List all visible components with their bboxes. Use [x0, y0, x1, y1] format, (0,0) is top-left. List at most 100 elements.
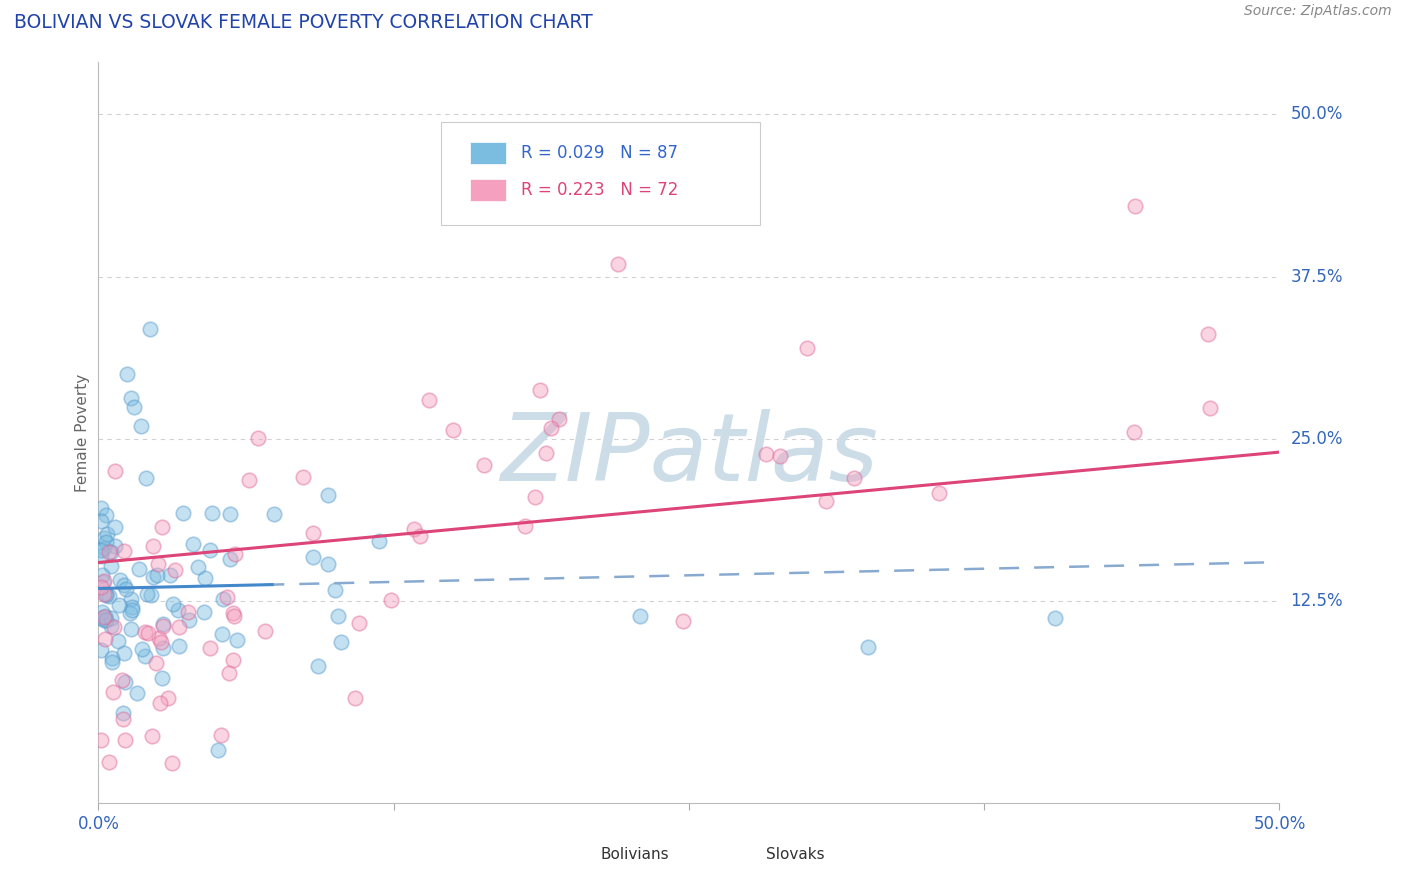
Point	[145, 656, 167, 670]
Point	[607, 257, 630, 271]
Point	[129, 419, 152, 434]
Point	[472, 458, 495, 472]
Point	[814, 494, 837, 508]
Point	[142, 539, 165, 553]
Text: R = 0.223   N = 72: R = 0.223 N = 72	[522, 181, 679, 199]
Point	[301, 525, 323, 540]
Point	[193, 605, 215, 619]
Point	[402, 523, 425, 537]
Point	[141, 729, 163, 743]
Point	[107, 634, 129, 648]
Point	[1123, 199, 1146, 213]
Point	[725, 198, 748, 212]
Point	[529, 384, 551, 398]
Point	[301, 549, 323, 564]
Point	[125, 686, 148, 700]
Point	[90, 732, 112, 747]
Point	[120, 622, 142, 636]
Point	[316, 488, 339, 502]
Point	[198, 542, 221, 557]
Point	[90, 568, 112, 582]
Point	[108, 573, 131, 587]
Point	[112, 646, 135, 660]
Point	[769, 449, 792, 463]
Point	[91, 605, 114, 619]
Point	[292, 470, 315, 484]
Point	[100, 619, 122, 633]
Point	[156, 690, 179, 705]
Point	[307, 659, 329, 673]
Point	[100, 650, 122, 665]
Point	[94, 535, 117, 549]
Point	[1199, 401, 1222, 415]
Point	[136, 626, 159, 640]
Point	[755, 447, 778, 461]
Point	[128, 561, 150, 575]
Point	[115, 367, 138, 381]
Point	[160, 756, 183, 770]
Point	[122, 400, 145, 414]
Point	[90, 549, 112, 563]
Point	[94, 589, 117, 603]
Point	[96, 508, 118, 522]
FancyBboxPatch shape	[713, 844, 754, 870]
Point	[112, 544, 135, 558]
Point	[536, 198, 558, 212]
Point	[380, 592, 402, 607]
Point	[134, 648, 156, 663]
Point	[162, 598, 184, 612]
Point	[796, 341, 818, 355]
Point	[217, 590, 239, 604]
Point	[90, 643, 112, 657]
Point	[101, 655, 124, 669]
Point	[152, 641, 174, 656]
Point	[1197, 326, 1219, 341]
FancyBboxPatch shape	[471, 178, 506, 201]
Point	[169, 620, 191, 634]
Point	[207, 743, 229, 757]
Point	[344, 691, 367, 706]
Point	[131, 641, 153, 656]
Point	[254, 624, 277, 638]
Point	[100, 544, 122, 558]
Point	[111, 712, 134, 726]
Point	[141, 588, 163, 602]
Point	[172, 506, 194, 520]
Point	[177, 605, 200, 619]
Point	[247, 431, 270, 445]
Point	[159, 568, 181, 582]
Point	[198, 640, 221, 655]
Point	[90, 611, 112, 625]
Point	[121, 600, 143, 615]
Y-axis label: Female Poverty: Female Poverty	[75, 374, 90, 491]
Point	[120, 391, 142, 405]
Point	[93, 531, 115, 545]
Point	[100, 611, 122, 625]
Text: R = 0.029   N = 87: R = 0.029 N = 87	[522, 144, 678, 161]
Point	[211, 591, 233, 606]
Text: 37.5%: 37.5%	[1291, 268, 1343, 285]
Point	[201, 506, 224, 520]
Point	[94, 609, 117, 624]
Point	[672, 614, 695, 628]
Point	[112, 578, 135, 592]
Point	[91, 575, 114, 590]
Point	[136, 587, 159, 601]
Text: BOLIVIAN VS SLOVAK FEMALE POVERTY CORRELATION CHART: BOLIVIAN VS SLOVAK FEMALE POVERTY CORREL…	[14, 13, 593, 32]
Point	[194, 571, 217, 585]
Point	[146, 557, 169, 571]
Point	[150, 671, 173, 685]
Point	[90, 514, 112, 528]
Point	[150, 520, 173, 534]
Point	[316, 557, 339, 571]
Point	[94, 613, 117, 627]
Point	[219, 551, 242, 566]
Point	[115, 582, 138, 596]
Text: 50.0%: 50.0%	[1291, 105, 1343, 123]
Point	[167, 640, 190, 654]
Point	[146, 567, 169, 582]
Point	[139, 322, 162, 336]
FancyBboxPatch shape	[547, 844, 589, 870]
Point	[98, 589, 121, 603]
Point	[93, 610, 115, 624]
